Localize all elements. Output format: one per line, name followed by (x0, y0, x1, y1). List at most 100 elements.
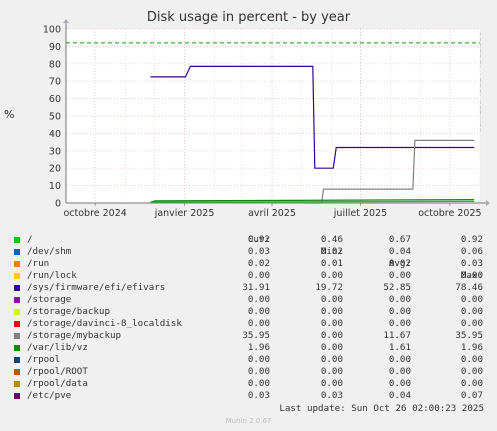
legend-row: /rpool/data 0.00 0.00 0.00 0.00 (12, 378, 492, 390)
legend-rows: /0.92 0.46 0.67 0.92/dev/shm 0.03 0.02 0.04 0.0… (12, 234, 492, 402)
legend-min-value: 0.02 (320, 246, 343, 257)
munin-version: Munin 2.0.67 (225, 417, 272, 425)
legend-name: /rpool (27, 354, 61, 365)
header-avg: Avg: (388, 258, 411, 269)
legend-max-value: 0.00 (460, 294, 483, 305)
legend-swatch (14, 393, 20, 399)
legend-min-value: 19.72 (315, 282, 343, 293)
legend-avg-value: 0.00 (388, 270, 411, 281)
x-tick-label: octobre 2025 (418, 208, 481, 219)
legend-max-value: 0.00 (460, 318, 483, 329)
legend-row: / 0.92 0.46 0.67 0.92 (12, 234, 492, 246)
x-tick-label: avril 2025 (248, 208, 296, 219)
y-tick-labels: 0 10 20 30 40 50 60 70 80 90 100 (43, 25, 61, 210)
y-tick-label: 80 (49, 59, 61, 70)
legend-table: Cur: Min: Avg: Max: / 0.92 0.46 0.67 0.92/de… (12, 222, 492, 402)
y-tick-label: 70 (49, 77, 61, 88)
x-axis-arrow (486, 200, 490, 206)
legend-min-value: 0.03 (320, 390, 343, 401)
legend-name: /storage/mybackup (27, 330, 122, 341)
legend-max-value: 1.96 (460, 342, 483, 353)
legend-max-value: 0.92 (460, 234, 483, 245)
legend-avg-value: 0.00 (388, 294, 411, 305)
legend-name: /var/lib/vz (27, 342, 88, 353)
legend-cur-value: 35.95 (242, 330, 270, 341)
legend-row: /run 0.02 0.01 0.02 0.03 (12, 258, 492, 270)
legend-max-value: 78.46 (455, 282, 483, 293)
legend-swatch (14, 345, 20, 351)
legend-min-value: 0.00 (320, 270, 343, 281)
legend-max-value: 0.00 (460, 306, 483, 317)
header-cur: Cur: (247, 234, 270, 245)
x-tick-label: juillet 2025 (333, 208, 387, 219)
legend-swatch (14, 309, 20, 315)
legend-name: /rpool/ROOT (27, 366, 88, 377)
legend-swatch (14, 237, 20, 243)
y-tick-label: 50 (49, 112, 61, 123)
legend-min-value: 0.00 (320, 342, 343, 353)
legend-cur-value: 0.00 (247, 354, 270, 365)
legend-row: /storage/backup 0.00 0.00 0.00 0.00 (12, 306, 492, 318)
legend-avg-value: 11.67 (383, 330, 411, 341)
legend-swatch (14, 369, 20, 375)
legend-max-value: 0.07 (460, 390, 483, 401)
legend-avg-value: 0.67 (388, 234, 411, 245)
x-tick-label: octobre 2024 (63, 208, 126, 219)
legend-swatch (14, 381, 20, 387)
legend-max-value: 0.00 (460, 354, 483, 365)
legend-cur-value: 0.92 (247, 234, 270, 245)
legend-max-value: 0.00 (460, 270, 483, 281)
legend-row: /run/lock 0.00 0.00 0.00 0.00 (12, 270, 492, 282)
legend-cur-value: 0.02 (247, 258, 270, 269)
legend-cur-value: 0.00 (247, 318, 270, 329)
legend-row: /etc/pve 0.03 0.03 0.04 0.07 (12, 390, 492, 402)
legend-avg-value: 0.00 (388, 318, 411, 329)
legend-cur-value: 0.00 (247, 306, 270, 317)
legend-min-value: 0.00 (320, 306, 343, 317)
y-axis-arrow (63, 19, 69, 23)
legend-swatch (14, 321, 20, 327)
series-lines (150, 65, 475, 204)
legend-row: /storage/davinci-8_localdisk 0.00 0.00 0.00… (12, 318, 492, 330)
y-tick-label: 100 (43, 25, 61, 36)
legend-swatch (14, 297, 20, 303)
y-tick-label: 40 (49, 129, 61, 140)
y-tick-label: 0 (55, 199, 61, 210)
legend-swatch (14, 261, 20, 267)
legend-name: /storage/davinci-8_localdisk (27, 318, 182, 329)
grid (66, 28, 481, 203)
y-tick-label: 90 (49, 42, 61, 53)
legend-cur-value: 1.96 (247, 342, 270, 353)
legend-max-value: 0.00 (460, 366, 483, 377)
y-tick-label: 20 (49, 164, 61, 175)
last-update: Last update: Sun Oct 26 02:00:23 2025 (279, 403, 484, 414)
legend-row: /rpool 0.00 0.00 0.00 0.00 (12, 354, 492, 366)
y-tick-label: 60 (49, 94, 61, 105)
legend-cur-value: 0.03 (247, 390, 270, 401)
legend-avg-value: 0.04 (388, 246, 411, 257)
x-tick-label: janvier 2025 (154, 208, 215, 219)
legend-max-value: 35.95 (455, 330, 483, 341)
legend-min-value: 0.00 (320, 378, 343, 389)
legend-name: /rpool/data (27, 378, 88, 389)
legend-swatch (14, 357, 20, 363)
legend-min-value: 0.00 (320, 294, 343, 305)
legend-avg-value: 52.85 (383, 282, 411, 293)
legend-max-value: 0.06 (460, 246, 483, 257)
legend-avg-value: 0.04 (388, 390, 411, 401)
series-line (150, 65, 475, 169)
legend-row: /storage 0.00 0.00 0.00 0.00 (12, 294, 492, 306)
axes (63, 19, 490, 206)
series-line (150, 200, 475, 203)
legend-avg-value: 1.61 (388, 342, 411, 353)
legend-swatch (14, 285, 20, 291)
legend-min-value: 0.00 (320, 354, 343, 365)
chart-title: Disk usage in percent - by year (146, 10, 351, 25)
legend-cur-value: 0.03 (247, 246, 270, 257)
legend-cur-value: 0.00 (247, 270, 270, 281)
legend-min-value: 0.46 (320, 234, 343, 245)
legend-name: /sys/firmware/efi/efivars (27, 282, 166, 293)
legend-avg-value: 0.00 (388, 378, 411, 389)
legend-avg-value: 0.02 (388, 258, 411, 269)
legend-row: /rpool/ROOT 0.00 0.00 0.00 0.00 (12, 366, 492, 378)
